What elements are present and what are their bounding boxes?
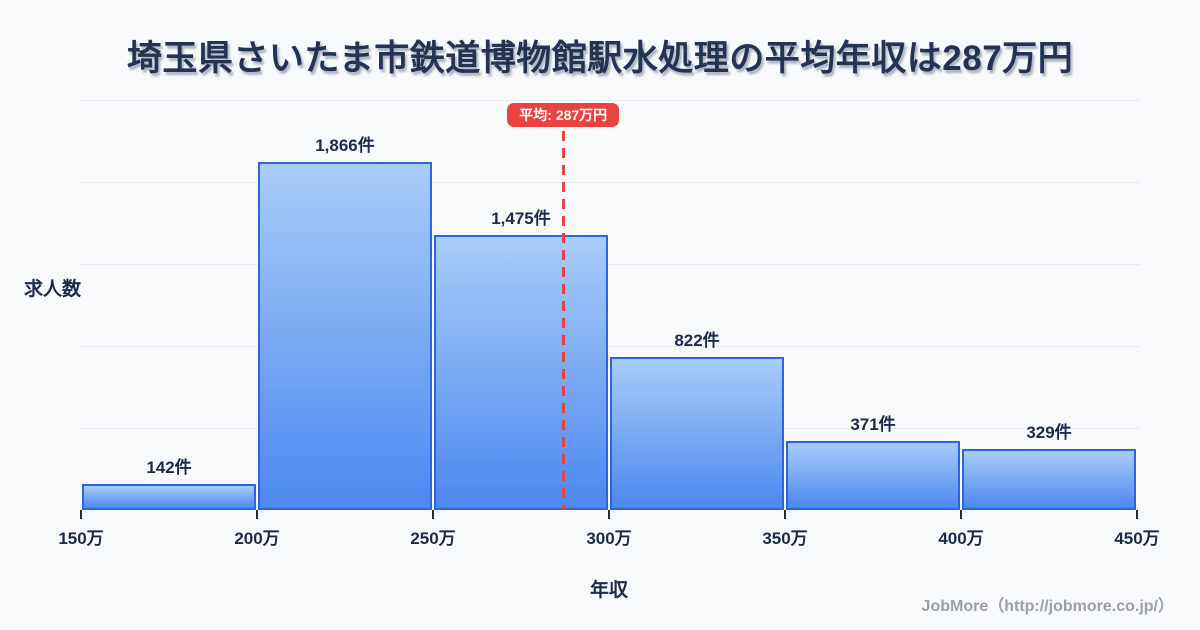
x-tick-label: 200万 (234, 529, 280, 548)
histogram-bar (786, 441, 960, 510)
x-tick-label: 300万 (586, 529, 632, 548)
bar-value-label: 822件 (674, 331, 720, 350)
x-axis-tick (432, 510, 434, 519)
average-line (561, 131, 565, 510)
bar-value-label: 1,475件 (491, 209, 551, 228)
x-tick-label: 400万 (938, 529, 984, 548)
histogram-bar (434, 235, 608, 510)
y-axis-title: 求人数 (24, 279, 82, 300)
x-tick-label: 150万 (58, 529, 104, 548)
x-tick-label: 450万 (1114, 529, 1160, 548)
gridline (80, 264, 1140, 265)
chart-title: 埼玉県さいたま市鉄道博物館駅水処理の平均年収は287万円 (126, 39, 1074, 78)
x-axis-tick (80, 510, 82, 519)
footer-credit: JobMore（http://jobmore.co.jp/） (921, 598, 1174, 615)
bar-value-label: 329件 (1026, 423, 1072, 442)
bar-value-label: 1,866件 (315, 136, 375, 155)
histogram-bar (962, 449, 1136, 510)
gridline (80, 346, 1140, 347)
histogram-bar (82, 484, 256, 510)
x-tick-label: 250万 (410, 529, 456, 548)
bar-value-label: 142件 (146, 458, 192, 477)
x-axis-tick (784, 510, 786, 519)
x-tick-label: 350万 (762, 529, 808, 548)
gridline (80, 182, 1140, 183)
gridline (80, 100, 1140, 101)
bar-value-label: 371件 (850, 415, 896, 434)
x-axis-tick (960, 510, 962, 519)
x-axis-tick (608, 510, 610, 519)
histogram-bar (610, 357, 784, 510)
plot-area: 142件 1,866件 1,475件 822件 371件 329件 150万 200万 250万… (58, 100, 1160, 548)
x-axis-title: 年収 (589, 580, 628, 601)
histogram-bar (258, 162, 432, 510)
x-axis-tick (256, 510, 258, 519)
x-axis-tick (1136, 510, 1138, 519)
average-badge: 平均: 287万円 (507, 103, 620, 127)
